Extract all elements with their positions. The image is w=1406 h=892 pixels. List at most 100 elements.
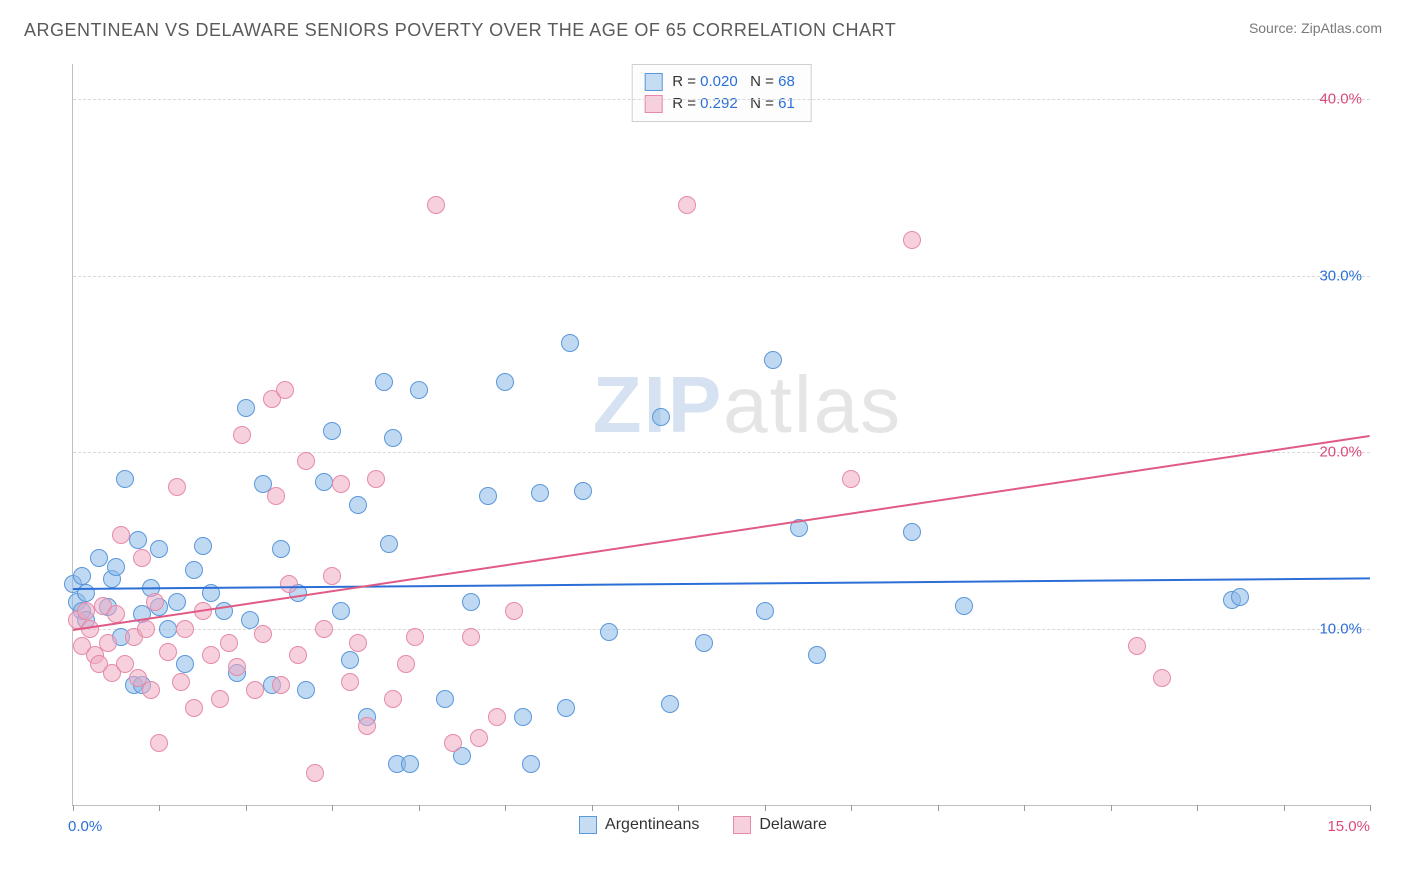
data-point bbox=[315, 620, 333, 638]
data-point bbox=[150, 540, 168, 558]
data-point bbox=[159, 620, 177, 638]
x-tick bbox=[1111, 805, 1112, 811]
data-point bbox=[185, 699, 203, 717]
gridline bbox=[73, 452, 1370, 453]
legend-item: Argentineans bbox=[579, 816, 699, 834]
legend-label: Delaware bbox=[759, 816, 827, 834]
data-point bbox=[349, 634, 367, 652]
plot-area: ZIPatlas R = 0.020 N = 68R = 0.292 N = 6… bbox=[72, 64, 1370, 806]
data-point bbox=[358, 717, 376, 735]
chart-container: Seniors Poverty Over the Age of 65 ZIPat… bbox=[24, 52, 1382, 842]
data-point bbox=[90, 549, 108, 567]
data-point bbox=[146, 593, 164, 611]
data-point bbox=[172, 673, 190, 691]
y-tick-label: 40.0% bbox=[1319, 91, 1362, 108]
data-point bbox=[133, 549, 151, 567]
data-point bbox=[323, 567, 341, 585]
data-point bbox=[112, 526, 130, 544]
data-point bbox=[129, 531, 147, 549]
data-point bbox=[401, 755, 419, 773]
x-tick bbox=[851, 805, 852, 811]
data-point bbox=[397, 655, 415, 673]
data-point bbox=[202, 646, 220, 664]
data-point bbox=[462, 593, 480, 611]
data-point bbox=[137, 620, 155, 638]
data-point bbox=[176, 655, 194, 673]
data-point bbox=[306, 764, 324, 782]
data-point bbox=[254, 625, 272, 643]
data-point bbox=[444, 734, 462, 752]
data-point bbox=[116, 470, 134, 488]
data-point bbox=[280, 575, 298, 593]
data-point bbox=[384, 429, 402, 447]
x-tick bbox=[332, 805, 333, 811]
data-point bbox=[427, 196, 445, 214]
legend-stat-text: R = 0.020 N = 68 bbox=[672, 71, 795, 93]
data-point bbox=[764, 351, 782, 369]
data-point bbox=[695, 634, 713, 652]
data-point bbox=[233, 426, 251, 444]
data-point bbox=[220, 634, 238, 652]
x-tick bbox=[1197, 805, 1198, 811]
data-point bbox=[159, 643, 177, 661]
data-point bbox=[557, 699, 575, 717]
data-point bbox=[903, 231, 921, 249]
data-point bbox=[1231, 588, 1249, 606]
data-point bbox=[479, 487, 497, 505]
data-point bbox=[678, 196, 696, 214]
y-tick-label: 20.0% bbox=[1319, 444, 1362, 461]
data-point bbox=[488, 708, 506, 726]
data-point bbox=[228, 658, 246, 676]
data-point bbox=[505, 602, 523, 620]
data-point bbox=[574, 482, 592, 500]
data-point bbox=[246, 681, 264, 699]
y-tick-label: 30.0% bbox=[1319, 267, 1362, 284]
x-tick bbox=[938, 805, 939, 811]
data-point bbox=[315, 473, 333, 491]
x-tick bbox=[678, 805, 679, 811]
data-point bbox=[211, 690, 229, 708]
legend-swatch bbox=[733, 816, 751, 834]
data-point bbox=[237, 399, 255, 417]
data-point bbox=[756, 602, 774, 620]
x-tick bbox=[1284, 805, 1285, 811]
data-point bbox=[142, 681, 160, 699]
data-point bbox=[99, 634, 117, 652]
data-point bbox=[349, 496, 367, 514]
x-tick bbox=[505, 805, 506, 811]
legend-series: Argentineans Delaware bbox=[24, 816, 1382, 834]
regression-line bbox=[73, 435, 1370, 631]
legend-swatch bbox=[644, 73, 662, 91]
x-tick bbox=[765, 805, 766, 811]
x-tick bbox=[592, 805, 593, 811]
data-point bbox=[955, 597, 973, 615]
data-point bbox=[384, 690, 402, 708]
data-point bbox=[194, 537, 212, 555]
data-point bbox=[903, 523, 921, 541]
data-point bbox=[380, 535, 398, 553]
data-point bbox=[496, 373, 514, 391]
data-point bbox=[332, 602, 350, 620]
data-point bbox=[176, 620, 194, 638]
data-point bbox=[436, 690, 454, 708]
data-point bbox=[107, 558, 125, 576]
y-tick-label: 10.0% bbox=[1319, 620, 1362, 637]
data-point bbox=[808, 646, 826, 664]
data-point bbox=[272, 540, 290, 558]
data-point bbox=[406, 628, 424, 646]
data-point bbox=[1128, 637, 1146, 655]
data-point bbox=[267, 487, 285, 505]
x-tick bbox=[246, 805, 247, 811]
legend-label: Argentineans bbox=[605, 816, 699, 834]
data-point bbox=[73, 567, 91, 585]
x-tick bbox=[1370, 805, 1371, 811]
legend-stat-text: R = 0.292 N = 61 bbox=[672, 93, 795, 115]
watermark-zip: ZIP bbox=[593, 360, 723, 449]
regression-line bbox=[73, 577, 1370, 590]
data-point bbox=[1153, 669, 1171, 687]
data-point bbox=[332, 475, 350, 493]
data-point bbox=[185, 561, 203, 579]
legend-stat-row: R = 0.292 N = 61 bbox=[644, 93, 795, 115]
gridline bbox=[73, 276, 1370, 277]
legend-stat-row: R = 0.020 N = 68 bbox=[644, 71, 795, 93]
